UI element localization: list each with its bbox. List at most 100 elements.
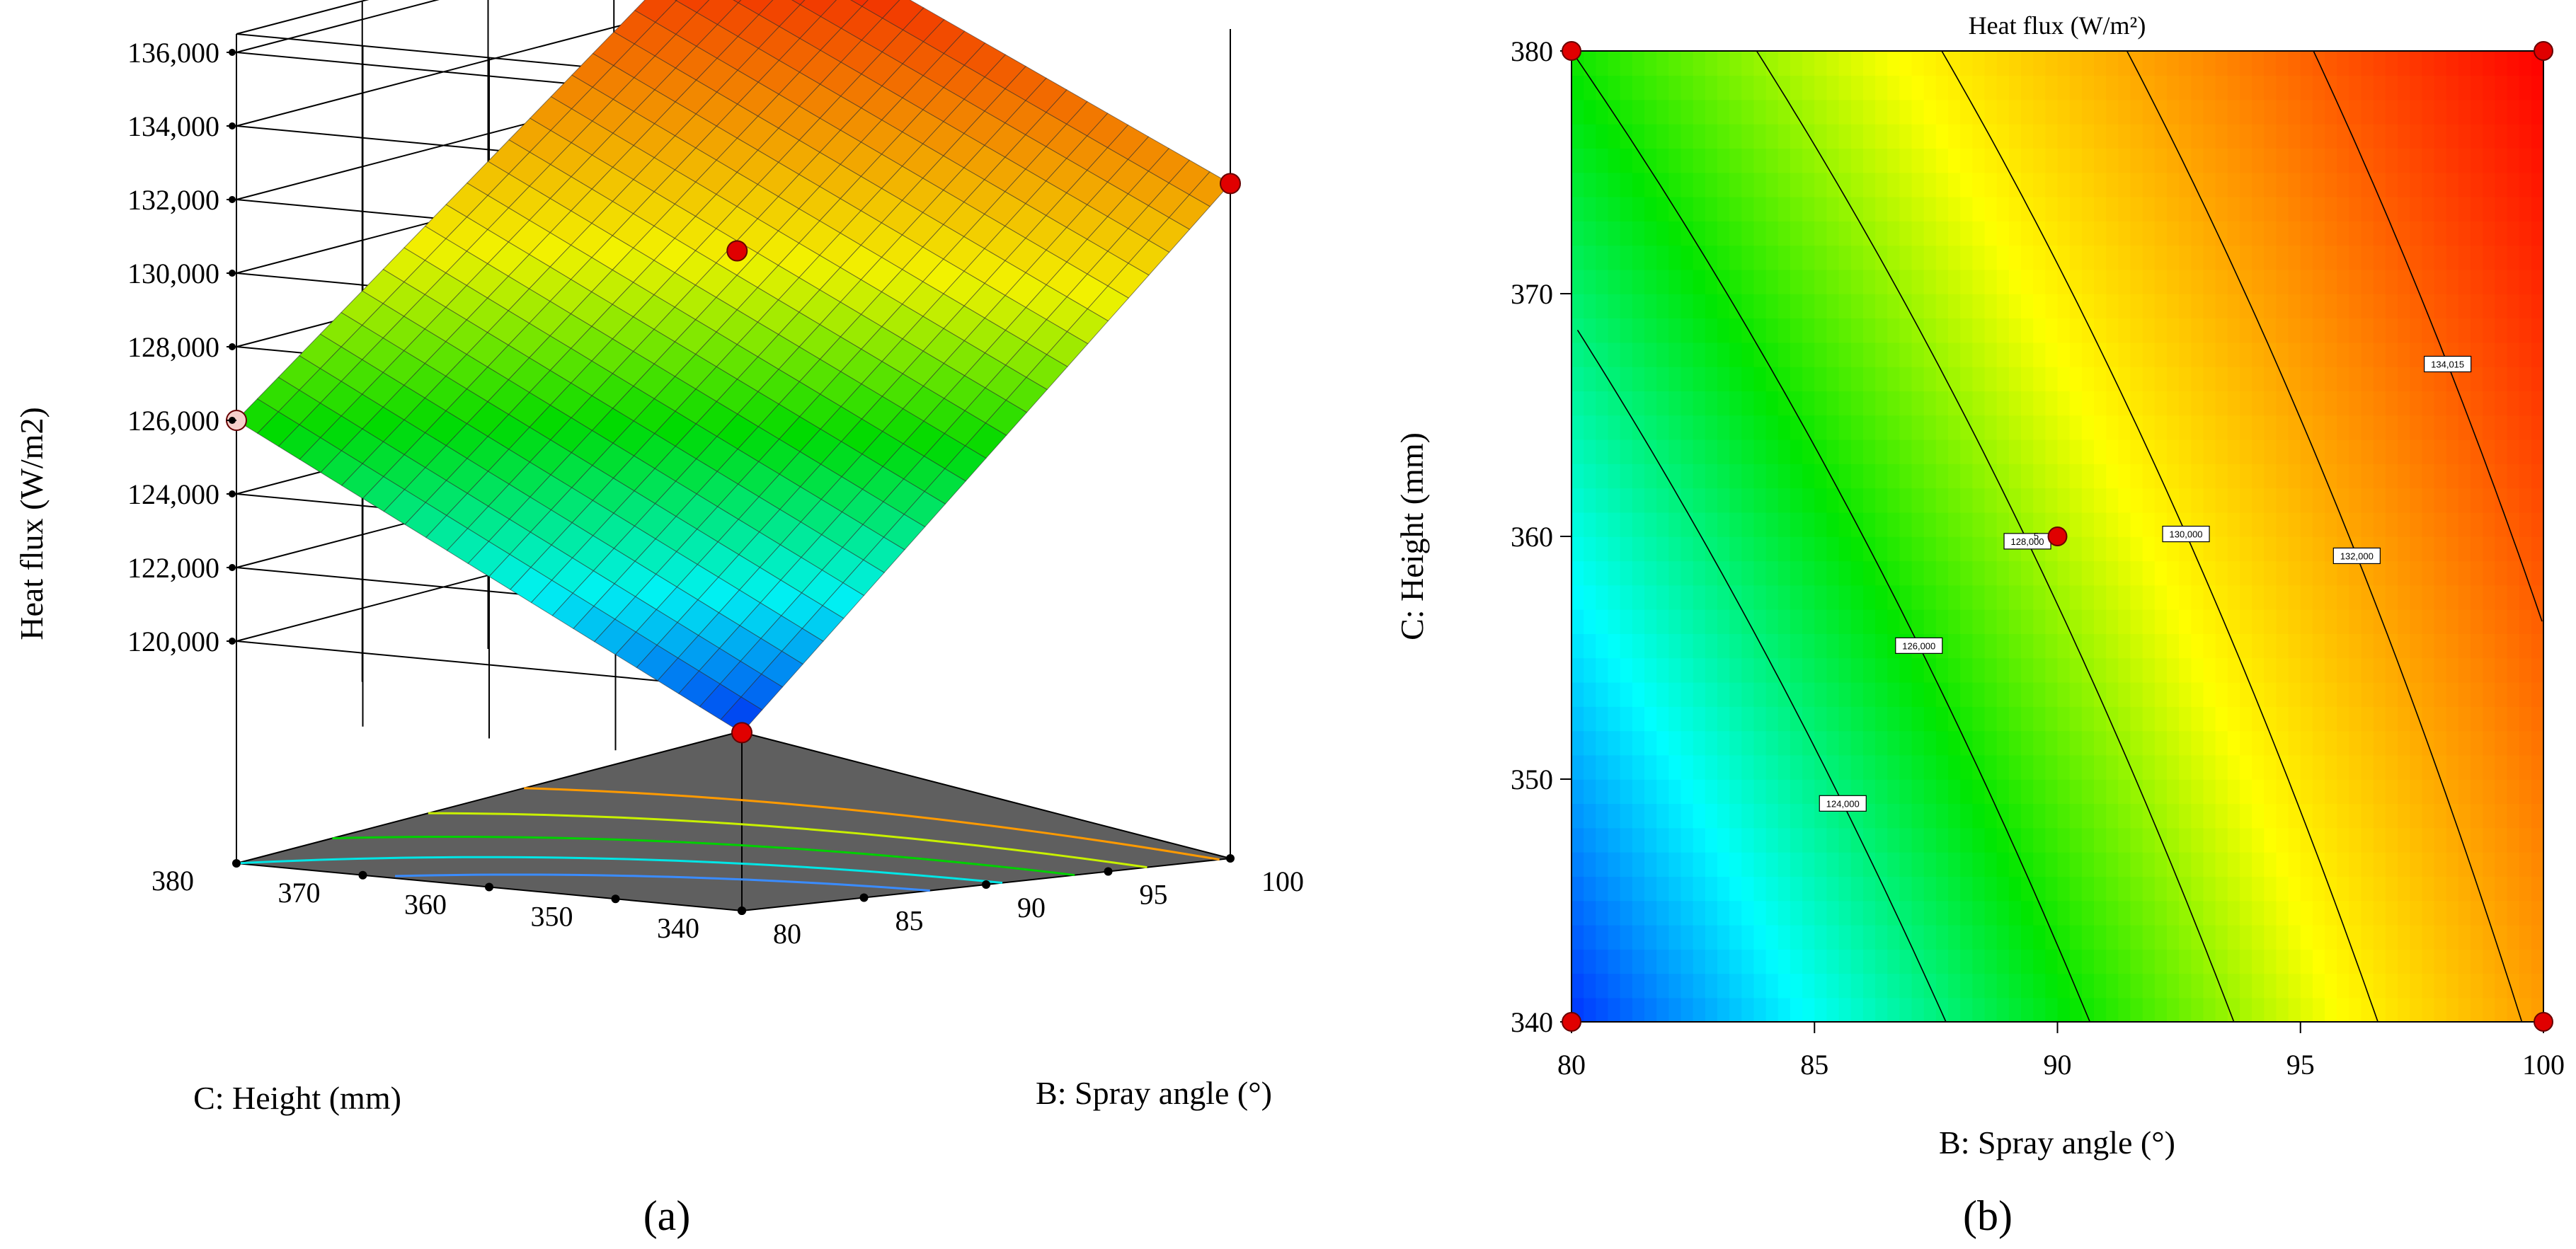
- contour-field-cell: [1572, 560, 1584, 586]
- contour-field-cell: [1584, 585, 1597, 610]
- contour-field-cell: [2093, 973, 2107, 998]
- contour-field-cell: [1814, 900, 1828, 926]
- contour-field-cell: [2495, 196, 2508, 221]
- contour-field-cell: [1862, 609, 1876, 634]
- contour-field-cell: [2507, 949, 2520, 974]
- contour-field-cell: [2045, 633, 2059, 659]
- contour-field-cell: [1681, 269, 1694, 294]
- y-tick-dot: [485, 882, 493, 892]
- contour-field-cell: [1572, 464, 1584, 489]
- contour-field-cell: [2373, 827, 2386, 853]
- contour-field-cell: [2361, 730, 2374, 756]
- contour-field-cell: [2252, 439, 2265, 464]
- contour-field-cell: [2276, 342, 2289, 367]
- contour-field-cell: [2093, 706, 2107, 732]
- contour-field-cell: [2349, 488, 2362, 513]
- contour-field-cell: [2458, 779, 2471, 805]
- contour-field-cell: [1705, 633, 1718, 659]
- contour-field-cell: [2398, 779, 2411, 805]
- contour-field-cell: [2373, 803, 2386, 829]
- contour-field-cell: [2519, 730, 2532, 756]
- contour-field-cell: [2531, 342, 2544, 367]
- contour-field-cell: [2021, 997, 2034, 1023]
- contour-field-cell: [1899, 366, 1913, 391]
- contour-field-cell: [1996, 851, 2010, 877]
- contour-field-cell: [2252, 342, 2265, 367]
- contour-field-cell: [1644, 779, 1657, 805]
- contour-field-cell: [1935, 730, 1949, 756]
- contour-field-cell: [1717, 560, 1730, 586]
- contour-field-cell: [1838, 245, 1852, 270]
- contour-field-cell: [2373, 779, 2386, 805]
- contour-field-cell: [2349, 439, 2362, 464]
- contour-field-cell: [2519, 536, 2532, 562]
- contour-field-cell: [1656, 949, 1670, 974]
- contour-field-cell: [1996, 391, 2010, 416]
- contour-field-cell: [1814, 560, 1828, 586]
- contour-field-cell: [2081, 803, 2095, 829]
- contour-field-cell: [2519, 779, 2532, 805]
- contour-field-cell: [1996, 609, 2010, 634]
- contour-field-cell: [1729, 754, 1743, 780]
- contour-field-cell: [2179, 585, 2192, 610]
- contour-field-cell: [2325, 221, 2338, 246]
- contour-field-cell: [1996, 318, 2010, 343]
- contour-field-cell: [1596, 924, 1609, 950]
- contour-field-cell: [2215, 851, 2228, 877]
- contour-field-cell: [1632, 973, 1645, 998]
- contour-field-cell: [2033, 99, 2047, 125]
- contour-field-cell: [2191, 851, 2204, 877]
- contour-field-cell: [2021, 657, 2034, 683]
- contour-field-cell: [2373, 318, 2386, 343]
- contour-field-cell: [2337, 148, 2350, 173]
- contour-line: [2313, 50, 2543, 622]
- contour-field-cell: [1996, 876, 2010, 902]
- contour-field-cell: [2191, 827, 2204, 853]
- y-tick-label: 370: [278, 877, 321, 909]
- contour-field-cell: [2106, 536, 2119, 562]
- contour-field-cell: [2300, 803, 2313, 829]
- contour-field-cell: [2337, 75, 2350, 100]
- contour-field-cell: [1923, 681, 1937, 707]
- contour-field-cell: [1790, 221, 1803, 246]
- contour-field-cell: [2130, 488, 2143, 513]
- contour-field-cell: [1765, 560, 1779, 586]
- contour-field-cell: [2325, 657, 2338, 683]
- contour-field-cell: [2093, 172, 2107, 197]
- contour-field-cell: [2033, 560, 2047, 586]
- contour-field-cell: [1826, 876, 1840, 902]
- contour-field-cell: [2312, 730, 2325, 756]
- contour-field-cell: [2130, 318, 2143, 343]
- contour-field-cell: [1948, 779, 1961, 805]
- contour-field-cell: [2239, 488, 2252, 513]
- contour-field-cell: [1681, 560, 1694, 586]
- contour-field-cell: [1681, 75, 1694, 100]
- contour-field-cell: [2483, 366, 2496, 391]
- contour-field-cell: [1656, 851, 1670, 877]
- contour-field-cell: [1850, 415, 1864, 440]
- contour-field-cell: [1729, 75, 1743, 100]
- z-tick-label: 124,000: [127, 478, 219, 510]
- contour-field-cell: [2349, 924, 2362, 950]
- contour-field-cell: [2458, 488, 2471, 513]
- contour-field-cell: [2288, 681, 2301, 707]
- contour-field-cell: [2045, 706, 2059, 732]
- contour-field-cell: [2495, 391, 2508, 416]
- contour-field-cell: [2300, 464, 2313, 489]
- contour-field-cell: [1996, 464, 2010, 489]
- contour-field-cell: [2021, 245, 2034, 270]
- contour-field-cell: [1960, 75, 1974, 100]
- contour-field-cell: [1693, 415, 1706, 440]
- contour-field-cell: [1644, 99, 1657, 125]
- contour-field-cell: [2422, 924, 2435, 950]
- contour-field-cell: [1656, 294, 1670, 319]
- contour-field-cell: [1596, 803, 1609, 829]
- contour-field-cell: [1584, 488, 1597, 513]
- contour-field-cell: [2385, 657, 2398, 683]
- contour-field-cell: [1705, 123, 1718, 149]
- contour-field-cell: [1790, 196, 1803, 221]
- contour-field-cell: [1850, 221, 1864, 246]
- contour-field-cell: [1911, 245, 1925, 270]
- contour-field-cell: [2045, 779, 2059, 805]
- contour-field-cell: [1826, 706, 1840, 732]
